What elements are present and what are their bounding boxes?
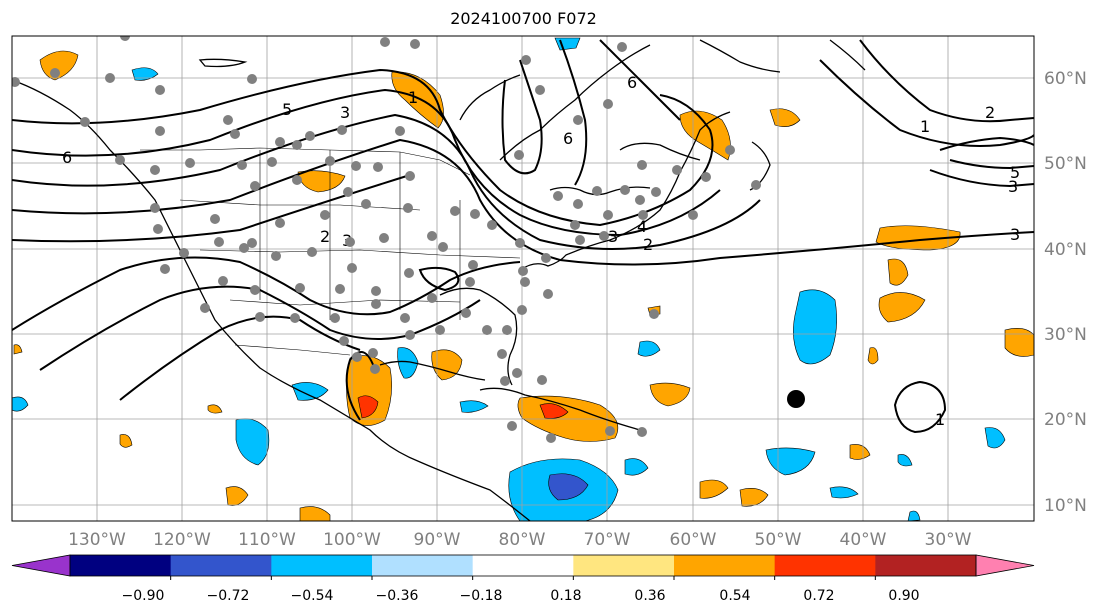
colorbar-segment (472, 555, 574, 576)
contour-label: 1 (935, 410, 945, 429)
colorbar-segment (875, 555, 977, 576)
contour-label: 3 (340, 103, 350, 122)
contour-label: 2 (643, 235, 653, 254)
map-title: 2024100700 F072 (450, 9, 597, 28)
contour-label: 2 (985, 103, 995, 122)
lon-label: 100°W (323, 530, 381, 550)
contour-label: 6 (627, 73, 637, 92)
colorbar-tick-label: −0.18 (460, 588, 503, 604)
colorbar-segment (372, 555, 474, 576)
lon-label: 70°W (584, 530, 631, 550)
colorbar-extend-high (975, 554, 1035, 577)
colorbar-tick-label: −0.90 (122, 588, 165, 604)
colorbar-segment (70, 555, 172, 576)
colorbar-outline (69, 554, 977, 577)
contour-label: 6 (563, 129, 573, 148)
colorbar-tick-label: 0.72 (803, 588, 834, 604)
colorbar-tick-label: −0.36 (376, 588, 419, 604)
lat-label: 50°N (1044, 154, 1087, 174)
storm-center-dot (787, 390, 805, 408)
station-dots (12, 36, 761, 443)
lat-label: 40°N (1044, 240, 1087, 260)
lat-label: 30°N (1044, 325, 1087, 345)
contour-label: 6 (62, 148, 72, 167)
contour-label: 4 (637, 217, 647, 236)
lon-label: 40°W (840, 530, 887, 550)
lon-label: 130°W (68, 530, 126, 550)
colorbar-segment (573, 555, 675, 576)
colorbar-tick-label: −0.72 (207, 588, 250, 604)
colorbar-tick-label: 0.36 (634, 588, 665, 604)
colorbar-tick-label: 0.18 (550, 588, 581, 604)
colorbar-segment (170, 555, 272, 576)
colorbar-tick-label: 0.90 (888, 588, 919, 604)
colorbar-tick-label: −0.54 (291, 588, 334, 604)
contour-label: 3 (1008, 177, 1018, 196)
contour-label: 5 (282, 100, 292, 119)
height-contours (12, 39, 1034, 434)
contour-label: 1 (408, 88, 418, 107)
contour-label: 5 (1010, 163, 1020, 182)
colorbar-segment (271, 555, 373, 576)
contour-label: 1 (920, 117, 930, 136)
contour-label: 2 (320, 227, 330, 246)
lat-label: 20°N (1044, 410, 1087, 430)
colorbar-segment (774, 555, 876, 576)
lon-label: 50°W (755, 530, 802, 550)
colorbar-extend-low (11, 554, 71, 577)
colorbar-tick-label: 0.54 (719, 588, 750, 604)
colorbar (11, 554, 1035, 580)
graticule (12, 36, 1034, 521)
contour-label: 3 (608, 227, 618, 246)
lon-label: 80°W (499, 530, 546, 550)
longitude-labels: 130°W 120°W 110°W 100°W 90°W 80°W 70°W 6… (68, 530, 972, 550)
lat-label: 60°N (1044, 69, 1087, 89)
lon-label: 120°W (153, 530, 211, 550)
lon-label: 60°W (670, 530, 717, 550)
lat-label: 10°N (1044, 496, 1087, 516)
lon-label: 110°W (238, 530, 296, 550)
colorbar-tick-labels: −0.90 −0.72 −0.54 −0.36 −0.18 0.18 0.36 … (122, 588, 920, 604)
latitude-labels: 60°N 50°N 40°N 30°N 20°N 10°N (1044, 69, 1087, 516)
contour-label: 3 (1010, 225, 1020, 244)
lon-label: 90°W (414, 530, 461, 550)
map-frame (11, 35, 1035, 522)
colorbar-segment (674, 555, 776, 576)
lon-label: 30°W (925, 530, 972, 550)
